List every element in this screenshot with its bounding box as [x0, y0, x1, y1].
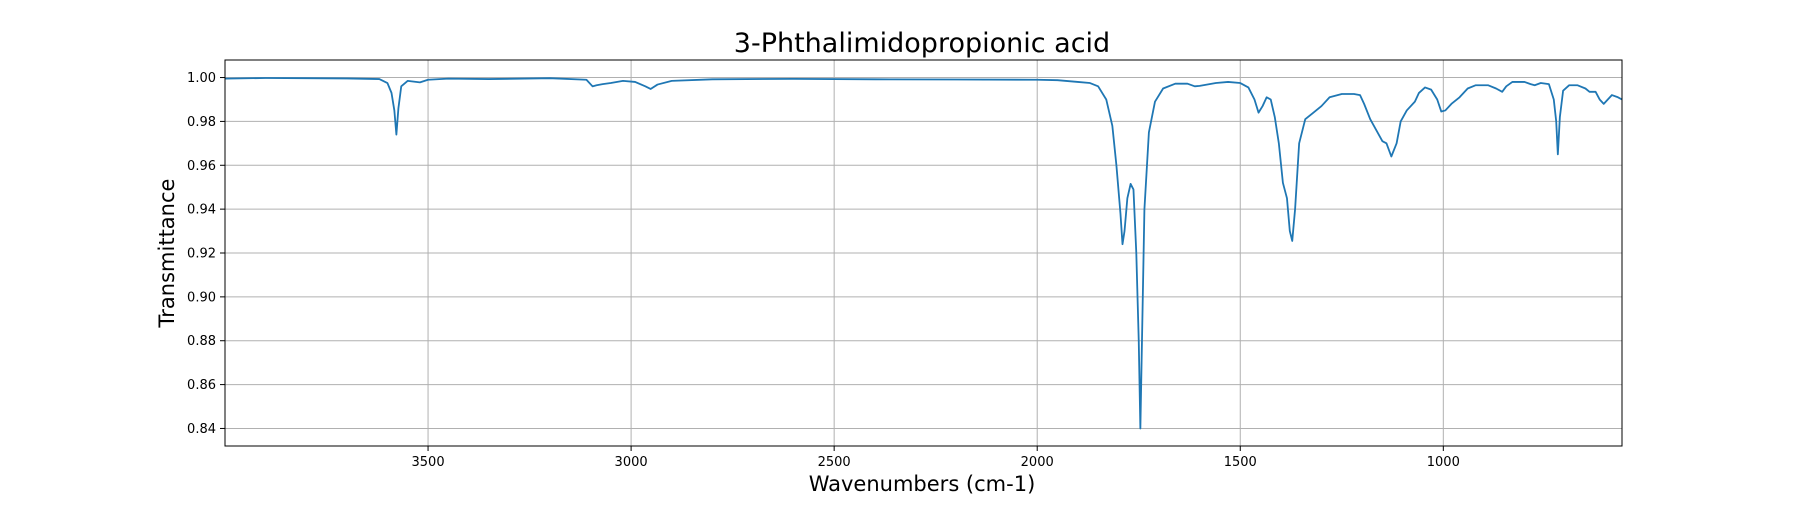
chart-title: 3-Phthalimidopropionic acid	[734, 28, 1110, 59]
x-tick-label: 2000	[1021, 455, 1054, 470]
y-tick-label: 0.84	[187, 422, 216, 437]
y-axis-ticks: 0.84 0.86 0.88 0.90 0.92 0.94 0.96 0.98 1.00	[187, 71, 225, 437]
y-tick-label: 1.00	[187, 71, 216, 86]
x-tick-label: 1500	[1224, 455, 1257, 470]
spectrum-line	[224, 77, 1623, 430]
x-axis-ticks: 3500 3000 2500 2000 1500 1000	[412, 446, 1460, 470]
y-tick-label: 0.88	[187, 334, 216, 349]
x-tick-label: 3500	[412, 455, 445, 470]
x-tick-label: 2500	[818, 455, 851, 470]
plot-area	[224, 77, 1623, 430]
y-tick-label: 0.94	[187, 203, 216, 218]
grid	[225, 60, 1622, 446]
y-tick-label: 0.96	[187, 159, 216, 174]
x-tick-label: 1000	[1427, 455, 1460, 470]
x-axis-label: Wavenumbers (cm-1)	[809, 472, 1036, 496]
y-tick-label: 0.98	[187, 115, 216, 130]
y-tick-label: 0.86	[187, 378, 216, 393]
x-tick-label: 3000	[615, 455, 648, 470]
y-tick-label: 0.92	[187, 247, 216, 262]
y-tick-label: 0.90	[187, 290, 216, 305]
y-axis-label: Transmittance	[155, 179, 179, 329]
